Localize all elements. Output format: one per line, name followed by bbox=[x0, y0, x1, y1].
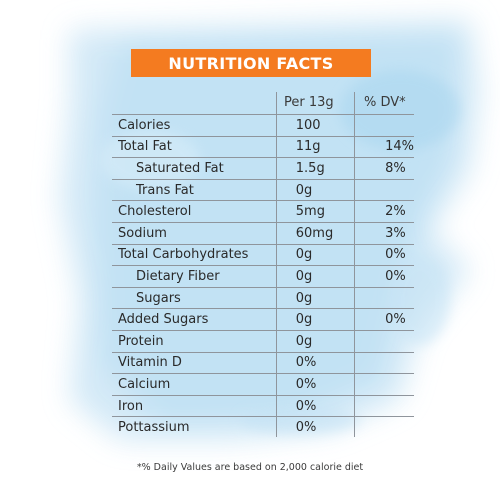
nutrient-amount: 0g bbox=[279, 329, 372, 353]
nutrient-daily-value: 2% bbox=[371, 200, 414, 223]
table-row: Added Sugars 0g 0% bbox=[112, 308, 414, 331]
nutrient-daily-value: 0% bbox=[371, 243, 414, 266]
nutrient-name: Calcium bbox=[112, 373, 280, 396]
nutrient-daily-value bbox=[371, 286, 414, 309]
table-row: Vitamin D 0% bbox=[112, 351, 414, 374]
nutrient-amount: 60mg bbox=[279, 221, 372, 245]
nutrition-table: Calories 100 Total Fat 11g 14% Saturated Fat 1… bbox=[112, 114, 414, 438]
nutrient-name: Protein bbox=[112, 329, 280, 353]
nutrient-amount: 0% bbox=[279, 394, 372, 417]
nutrient-name: Added Sugars bbox=[112, 308, 280, 331]
nutrient-name: Dietary Fiber bbox=[112, 265, 280, 288]
nutrient-amount: 0g bbox=[279, 286, 372, 309]
nutrient-name: Trans Fat bbox=[112, 178, 280, 201]
nutrient-daily-value bbox=[371, 373, 414, 396]
nutrient-amount: 0% bbox=[279, 416, 372, 438]
nutrient-name: Sodium bbox=[112, 221, 280, 245]
table-row: Calories 100 bbox=[112, 114, 414, 137]
footnote: *% Daily Values are based on 2,000 calor… bbox=[136, 462, 364, 473]
nutrient-amount: 100 bbox=[279, 114, 372, 137]
nutrient-name: Total Carbohydrates bbox=[112, 243, 280, 266]
nutrient-amount: 0g bbox=[279, 265, 372, 288]
nutrient-amount: 0% bbox=[279, 373, 372, 396]
table-row: Total Carbohydrates 0g 0% bbox=[112, 243, 414, 266]
table-row: Saturated Fat 1.5g 8% bbox=[112, 157, 414, 180]
table-row: Iron 0% bbox=[112, 394, 414, 417]
table-row: Dietary Fiber 0g 0% bbox=[112, 265, 414, 288]
daily-value-header: % DV* bbox=[364, 95, 406, 110]
nutrient-daily-value bbox=[371, 394, 414, 417]
nutrient-amount: 1.5g bbox=[279, 157, 372, 180]
nutrient-amount: 0g bbox=[279, 243, 372, 266]
per-serving-header: Per 13g bbox=[284, 95, 334, 110]
nutrient-daily-value bbox=[371, 178, 414, 201]
nutrient-daily-value: 14% bbox=[371, 135, 414, 158]
table-row: Protein 0g bbox=[112, 329, 414, 353]
nutrient-daily-value: 0% bbox=[371, 308, 414, 331]
nutrient-name: Sugars bbox=[112, 286, 280, 309]
nutrient-daily-value: 8% bbox=[371, 157, 414, 180]
nutrient-name: Cholesterol bbox=[112, 200, 280, 223]
nutrient-name: Calories bbox=[112, 114, 280, 137]
nutrient-daily-value bbox=[371, 351, 414, 374]
title-banner: NUTRITION FACTS bbox=[131, 49, 371, 77]
nutrient-daily-value bbox=[371, 114, 414, 137]
table-row: Total Fat 11g 14% bbox=[112, 135, 414, 158]
table-row: Sodium 60mg 3% bbox=[112, 221, 414, 245]
nutrient-name: Iron bbox=[112, 394, 280, 417]
table-row: Cholesterol 5mg 2% bbox=[112, 200, 414, 223]
nutrient-name: Pottassium bbox=[112, 416, 280, 438]
nutrient-name: Vitamin D bbox=[112, 351, 280, 374]
nutrient-amount: 0% bbox=[279, 351, 372, 374]
nutrient-name: Saturated Fat bbox=[112, 157, 280, 180]
nutrient-amount: 11g bbox=[279, 135, 372, 158]
table-row: Pottassium 0% bbox=[112, 416, 414, 438]
page-title: NUTRITION FACTS bbox=[168, 53, 334, 73]
nutrient-amount: 0g bbox=[279, 308, 372, 331]
table-row: Trans Fat 0g bbox=[112, 178, 414, 201]
nutrient-name: Total Fat bbox=[112, 135, 280, 158]
nutrient-daily-value bbox=[371, 416, 414, 438]
nutrient-daily-value: 3% bbox=[371, 221, 414, 245]
nutrient-daily-value: 0% bbox=[371, 265, 414, 288]
nutrient-amount: 5mg bbox=[279, 200, 372, 223]
table-row: Calcium 0% bbox=[112, 373, 414, 396]
table-row: Sugars 0g bbox=[112, 286, 414, 309]
nutrient-amount: 0g bbox=[279, 178, 372, 201]
nutrient-daily-value bbox=[371, 329, 414, 353]
